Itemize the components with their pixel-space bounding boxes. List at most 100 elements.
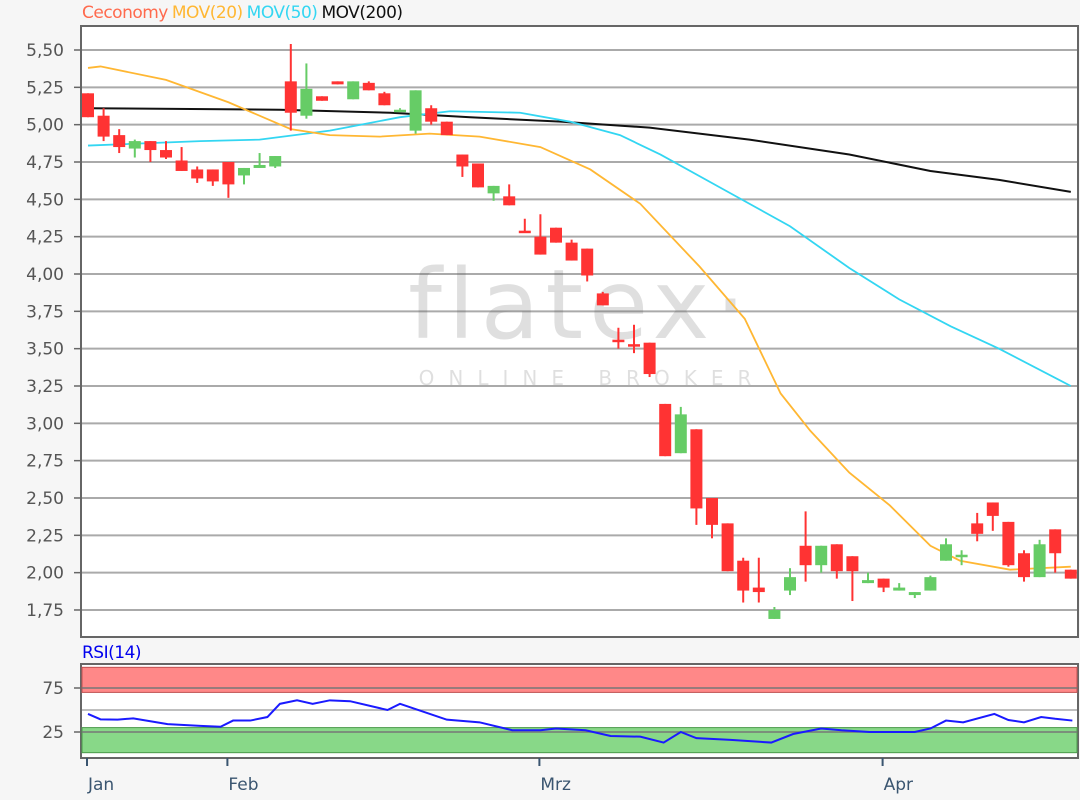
rsi-tick-label: 75 <box>42 679 64 699</box>
candle-up <box>815 545 828 573</box>
candle-up <box>487 185 500 201</box>
candle-up <box>409 90 422 134</box>
rsi-line <box>87 699 1073 744</box>
candle-down <box>362 81 375 91</box>
candle-body <box>487 185 500 194</box>
candle-body <box>82 93 94 118</box>
candle-body <box>284 81 297 113</box>
price-tick-label: 1,75 <box>26 601 64 621</box>
candle-down <box>534 214 547 255</box>
price-tick-label: 2,75 <box>26 452 64 472</box>
candle-up <box>269 156 282 168</box>
candle-body <box>674 414 687 454</box>
candle-body <box>940 544 952 561</box>
candle-up <box>908 592 921 599</box>
rsi-title: RSI(14) <box>82 643 142 663</box>
candle-down <box>581 248 594 282</box>
candle-body <box>191 169 204 179</box>
candle-body <box>518 230 531 234</box>
candle-body <box>472 163 484 188</box>
candle-down <box>518 218 531 234</box>
price-tick-label: 3,50 <box>26 340 64 360</box>
candle-up <box>924 575 937 591</box>
candle-body <box>394 109 406 113</box>
candle-up <box>674 406 687 454</box>
candle-down <box>628 324 640 354</box>
candle-down <box>799 511 812 582</box>
candle-down <box>82 93 94 118</box>
price-tick-label: 4,75 <box>26 153 64 173</box>
candle-body <box>362 82 375 91</box>
rsi-tick-label: 25 <box>42 723 64 743</box>
candle-down <box>284 44 297 131</box>
price-tick-label: 2,50 <box>26 489 64 509</box>
candle-up <box>893 583 906 591</box>
candle-body <box>1002 521 1015 566</box>
candle-down <box>456 154 469 177</box>
candle-body <box>706 497 718 525</box>
price-tick-label: 5,00 <box>26 116 64 136</box>
ma-line-mov20 <box>87 65 1071 571</box>
candle-body <box>628 344 640 347</box>
candle-down <box>830 544 843 579</box>
candle-body <box>581 248 594 276</box>
candle-body <box>1033 544 1046 578</box>
candle-body <box>456 154 469 167</box>
candle-down <box>222 161 235 198</box>
candle-body <box>612 339 625 343</box>
candle-up <box>1033 539 1046 578</box>
candle-body <box>846 556 859 572</box>
candle-body <box>175 160 188 171</box>
price-tick-label: 3,25 <box>26 377 64 397</box>
candle-down <box>986 502 999 531</box>
candle-up <box>394 108 406 113</box>
candle-body <box>113 135 126 148</box>
candle-down <box>1018 550 1030 582</box>
price-tick-label: 3,00 <box>26 414 64 434</box>
candle-down <box>97 108 110 142</box>
candle-body <box>534 236 547 255</box>
candle-down <box>565 239 578 261</box>
candle-body <box>862 580 874 584</box>
price-tick-label: 2,25 <box>26 526 64 546</box>
candle-down <box>316 96 328 101</box>
candle-body <box>378 93 391 106</box>
candle-down <box>425 105 438 125</box>
candle-down <box>378 91 391 106</box>
candle-body <box>643 342 656 375</box>
candle-up <box>940 538 952 561</box>
candle-body <box>659 403 672 457</box>
candle-body <box>300 88 313 116</box>
candle-body <box>238 167 250 176</box>
candle-down <box>440 121 453 136</box>
candle-body <box>440 121 453 136</box>
candle-body <box>269 156 282 167</box>
candle-body <box>799 545 812 566</box>
candle-body <box>253 164 266 168</box>
watermark-tagline: ONLINE BROKER <box>419 366 766 390</box>
candle-down <box>737 557 750 603</box>
candle-body <box>986 502 999 516</box>
candle-down <box>721 523 734 572</box>
ma-line-mov200 <box>87 107 1071 193</box>
candle-body <box>409 90 422 131</box>
candle-up <box>955 550 968 566</box>
candle-down <box>1049 529 1062 573</box>
legend-ma50: MOV(50) <box>246 3 318 23</box>
candle-down <box>503 184 516 206</box>
ma-line-mov50 <box>87 110 1072 387</box>
watermark-logo: flatex· <box>408 249 752 361</box>
candle-body <box>924 577 937 591</box>
candle-down <box>1002 521 1015 567</box>
candle-down <box>113 129 126 154</box>
candle-body <box>1018 553 1030 578</box>
price-tick-label: 5,25 <box>26 78 64 98</box>
candle-up <box>347 81 360 100</box>
price-tick-label: 3,75 <box>26 302 64 322</box>
candle-down <box>1064 569 1077 579</box>
candle-body <box>160 150 172 158</box>
candle-body <box>721 523 734 572</box>
candle-body <box>877 578 890 588</box>
candle-up <box>784 568 796 596</box>
